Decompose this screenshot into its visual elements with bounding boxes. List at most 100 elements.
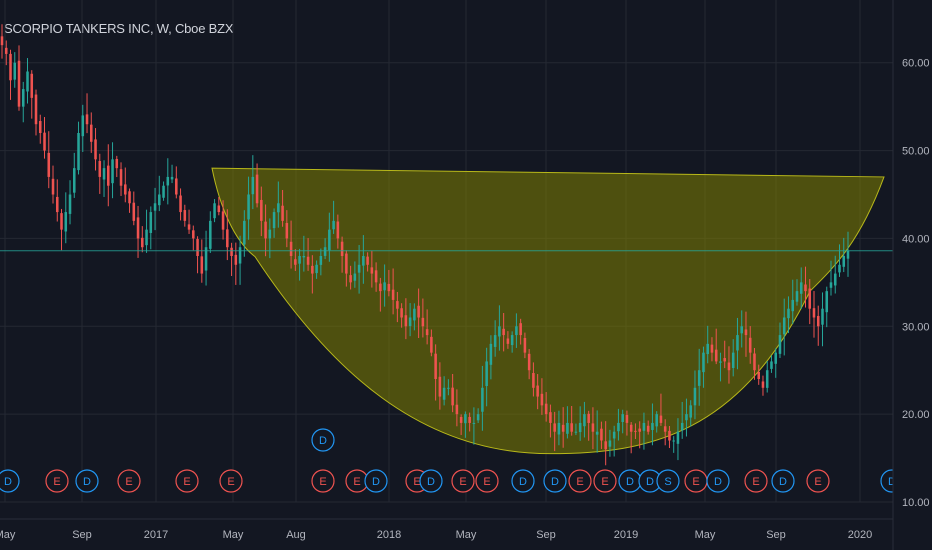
candle [434,344,437,401]
cup-shape [211,167,885,455]
event-marker-e: E [568,469,592,493]
candle-body [387,283,391,292]
candle-body [442,387,446,400]
candle-body [451,387,454,406]
event-marker-label: E [183,476,190,488]
event-marker-e: E [684,469,708,493]
candle-body [629,424,633,432]
candle-body [302,256,306,258]
candle [697,348,701,406]
candle-body [787,308,790,319]
candle [816,305,820,346]
candle-body [570,423,573,432]
candle [748,326,752,364]
candle-body [812,308,816,318]
x-tick-label: Aug [286,529,306,541]
candle-body [413,308,416,321]
x-tick-label: May [456,529,477,541]
candle-body [689,405,692,418]
candle-body [502,328,505,336]
event-marker-label: D [519,476,527,488]
candle [136,205,140,258]
candle-body [260,199,263,221]
event-marker-ring [806,469,830,493]
candle-body [408,317,412,327]
event-marker-s: S [656,469,680,493]
candle [485,347,488,407]
x-tick-label: Sep [72,529,92,541]
candle-body [119,169,123,186]
candle [608,429,612,457]
event-marker-e: E [117,469,141,493]
event-marker-label: D [626,476,634,488]
candle [119,162,123,196]
candle [727,346,731,384]
candle-body [740,326,743,334]
candle [587,410,590,441]
candle [251,155,255,210]
y-tick-label: 60.00 [902,58,930,70]
candle-body [268,229,272,239]
candle [353,261,357,288]
event-marker-d: D [364,469,388,493]
candle [183,204,187,227]
candle [634,423,637,439]
candle [659,393,663,426]
candle-body [145,229,148,246]
candle [413,303,416,331]
candle-body [536,385,539,397]
candle [829,260,833,296]
candle [85,93,89,134]
candle [625,410,629,436]
candle-body [85,114,89,125]
candle [115,155,119,178]
candle-body [383,282,386,291]
candle [175,166,178,199]
candle [753,347,756,380]
candle [370,250,374,288]
event-marker-label: E [576,476,583,488]
candle [442,376,446,406]
x-tick-label: 2018 [377,529,401,541]
candle-body [243,220,246,245]
candle-body [799,282,803,294]
candle [438,362,442,410]
candle-body [761,381,765,388]
candle [51,165,55,204]
candle [770,355,773,373]
candle-body [651,422,654,430]
candle-body [47,152,51,177]
event-marker-label: D [714,476,722,488]
candle [200,239,204,283]
candle-body [617,422,620,432]
candle-body [277,203,280,213]
candle-body [64,212,68,232]
event-marker-label: E [125,476,132,488]
candle-body [111,159,114,184]
candle-body [642,422,646,431]
candle-body [706,343,709,355]
candle [761,375,765,396]
candle [374,262,378,292]
candle-body [748,337,752,353]
x-tick-label: 2020 [848,529,872,541]
candle-body [574,431,578,433]
candle-body [319,256,323,265]
event-marker-label: E [353,476,360,488]
candle [111,142,114,199]
candle-body [332,220,335,230]
event-marker-label: E [413,476,420,488]
candle-body [132,202,136,221]
candle [510,331,514,353]
candle-body [391,289,395,300]
candle-body [264,221,267,239]
cup-pattern-drawing [211,167,885,455]
candle [787,296,790,334]
candle-body [98,161,102,177]
event-marker-label: E [752,476,759,488]
candle-body [557,422,561,435]
candle-body [829,282,833,288]
candle [102,160,106,197]
candle [213,199,216,223]
